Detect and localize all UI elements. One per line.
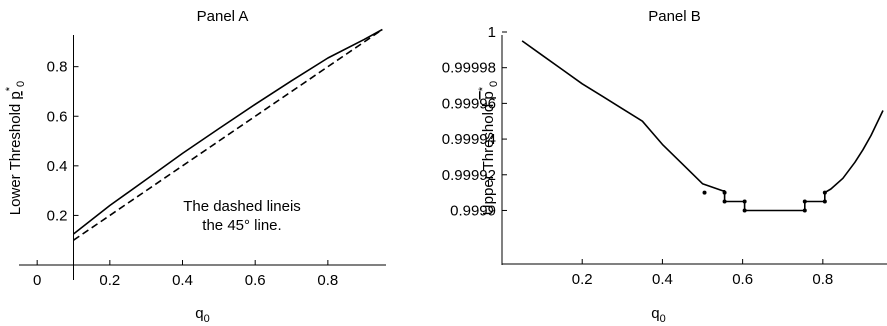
panel-title: Panel B xyxy=(648,8,701,25)
y-tick-label: 0.8 xyxy=(47,59,68,76)
x-axis-label: q0 xyxy=(651,305,665,325)
y-tick-label: 0.99992 xyxy=(442,167,496,184)
step-point-marker xyxy=(802,208,807,213)
y-tick-label: 0.99998 xyxy=(442,60,496,77)
y-axis-label-sup: * xyxy=(477,86,489,91)
step-point-marker xyxy=(822,190,827,195)
x-tick-label: 0.6 xyxy=(245,272,266,289)
x-axis-label: q0 xyxy=(195,305,209,325)
x-tick-label: 0.4 xyxy=(172,272,193,289)
x-axis-label-sub: 0 xyxy=(660,313,666,325)
x-tick-label: 0.8 xyxy=(812,271,833,288)
panel-b: Panel B 0.2 0.4 0.6 0.8 0.9999 0.99992 0.99994 0… xyxy=(442,8,887,325)
y-tick-label: 0.9999 xyxy=(450,202,496,219)
y-tick-label: 0.99996 xyxy=(442,95,496,112)
y-axis-label-sub: 0 xyxy=(488,81,500,87)
series-line-0 xyxy=(73,28,383,235)
x-tick-label: 0.4 xyxy=(652,271,673,288)
y-axis-label: Lower Threshold p*0 xyxy=(4,81,27,215)
y-axis-label-main: Upper Threshold xyxy=(480,100,497,216)
panel-a: Panel A0 0.2 0.4 0.6 0.80.20.40.60.8q0Lower … xyxy=(4,8,386,325)
step-point-marker xyxy=(722,199,727,204)
x-axis-label-main: q xyxy=(651,305,659,322)
series-line-0 xyxy=(521,40,884,212)
x-axis-label-sub: 0 xyxy=(204,313,210,325)
annotation-line: the 45° line. xyxy=(202,217,281,234)
annotation-line: The dashed lineis xyxy=(183,198,301,215)
step-point-marker xyxy=(742,208,747,213)
x-tick-label: 0.2 xyxy=(572,271,593,288)
y-axis-label-sup: * xyxy=(4,86,16,91)
y-axis-label-symbol: p xyxy=(480,91,497,99)
y-tick-label: 1 xyxy=(488,24,496,41)
dashed-45-line xyxy=(73,28,383,241)
step-point-marker xyxy=(802,199,807,204)
y-axis-label-main: Lower Threshold xyxy=(7,100,24,216)
step-point-marker xyxy=(822,199,827,204)
x-tick-label: 0.6 xyxy=(732,271,753,288)
y-axis-label: Upper Threshold p*0 xyxy=(477,81,500,215)
y-tick-label: 0.4 xyxy=(47,158,68,175)
x-tick-label: 0 xyxy=(33,272,41,289)
panel-title: Panel A xyxy=(197,8,249,25)
x-tick-label: 0.8 xyxy=(317,272,338,289)
y-tick-label: 0.99994 xyxy=(442,131,496,148)
y-tick-label: 0.2 xyxy=(47,207,68,224)
step-point-marker xyxy=(742,199,747,204)
step-point-marker xyxy=(702,190,707,195)
y-axis-label-sub: 0 xyxy=(15,81,27,87)
x-axis-label-main: q xyxy=(195,305,203,322)
y-axis-label-symbol: p xyxy=(7,91,24,99)
y-tick-label: 0.6 xyxy=(47,108,68,125)
x-tick-label: 0.2 xyxy=(99,272,120,289)
step-point-marker xyxy=(722,190,727,195)
